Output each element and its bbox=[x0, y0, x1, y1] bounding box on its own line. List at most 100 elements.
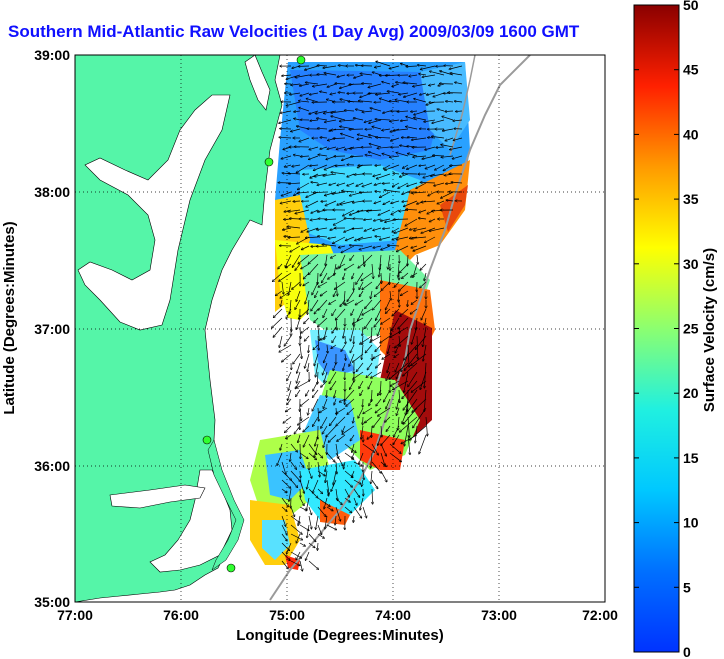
velocity-vector bbox=[384, 190, 400, 193]
velocity-vector bbox=[303, 281, 310, 286]
velocity-vector bbox=[332, 308, 337, 316]
velocity-vector bbox=[288, 237, 301, 238]
velocity-vector bbox=[374, 200, 382, 203]
velocity-vector bbox=[345, 110, 355, 111]
velocity-vector bbox=[365, 299, 373, 308]
velocity-vector bbox=[380, 98, 391, 103]
velocity-vector bbox=[381, 425, 382, 437]
velocity-vector bbox=[404, 200, 418, 207]
velocity-vector bbox=[314, 443, 319, 457]
velocity-vector bbox=[288, 380, 292, 390]
velocity-vector bbox=[361, 272, 373, 281]
velocity-vector bbox=[286, 407, 292, 412]
velocity-vector bbox=[416, 317, 417, 330]
velocity-vector bbox=[330, 380, 337, 390]
velocity-vector bbox=[331, 172, 346, 175]
velocity-vector bbox=[408, 371, 418, 387]
delaware-bay bbox=[244, 55, 271, 111]
velocity-vector bbox=[284, 335, 292, 346]
velocity-vector bbox=[333, 290, 337, 297]
velocity-vector bbox=[280, 443, 283, 450]
velocity-vector bbox=[423, 326, 427, 347]
x-tick-label: 74:00 bbox=[375, 607, 411, 623]
velocity-vector bbox=[312, 398, 319, 411]
y-tick-label: 37:00 bbox=[34, 321, 70, 337]
velocity-vector bbox=[435, 164, 445, 170]
velocity-vector bbox=[423, 344, 427, 361]
velocity-vector bbox=[362, 506, 367, 518]
velocity-vector bbox=[305, 65, 319, 70]
velocity-vector bbox=[403, 362, 418, 376]
velocity-vector bbox=[360, 497, 364, 510]
plot-frame bbox=[74, 54, 606, 603]
velocity-vector bbox=[392, 317, 400, 330]
velocity-vector bbox=[427, 92, 436, 95]
velocity-vector bbox=[405, 218, 418, 226]
velocity-vector bbox=[303, 434, 310, 447]
velocity-vector bbox=[352, 228, 364, 229]
velocity-vector bbox=[399, 335, 400, 346]
velocity-vector bbox=[310, 165, 319, 166]
velocity-vector bbox=[344, 488, 349, 497]
velocity-vector bbox=[344, 461, 346, 469]
velocity-vector bbox=[350, 434, 355, 441]
velocity-vector bbox=[299, 101, 310, 102]
velocity-vector bbox=[346, 398, 355, 406]
velocity-vector bbox=[394, 425, 400, 437]
velocity-vector bbox=[389, 452, 401, 462]
velocity-vector bbox=[328, 236, 337, 239]
velocity-vector bbox=[376, 308, 382, 320]
velocity-vector bbox=[285, 164, 292, 167]
velocity-vector bbox=[353, 317, 364, 324]
velocity-vector bbox=[414, 227, 427, 231]
velocity-vector bbox=[450, 146, 463, 150]
velocity-vector bbox=[281, 497, 288, 507]
velocity-vector bbox=[394, 219, 409, 220]
velocity-vector bbox=[308, 560, 318, 569]
velocity-vector bbox=[336, 165, 346, 166]
velocity-vector bbox=[402, 201, 409, 202]
velocity-vector bbox=[310, 120, 319, 121]
velocity-vector bbox=[347, 407, 355, 414]
velocity-vector bbox=[323, 65, 337, 68]
y-axis: 39:00 38:00 37:00 36:00 35:00 Latitude (… bbox=[1, 47, 70, 610]
velocity-vector bbox=[336, 308, 346, 320]
velocity-vector bbox=[375, 119, 391, 120]
velocity-vector bbox=[401, 353, 409, 372]
velocity-vector bbox=[403, 83, 418, 85]
velocity-vector bbox=[371, 479, 378, 489]
velocity-vector bbox=[324, 164, 337, 170]
velocity-vector bbox=[300, 92, 310, 96]
velocity-vector bbox=[304, 272, 310, 279]
velocity-vector bbox=[273, 326, 283, 337]
velocity-vector bbox=[318, 128, 328, 129]
velocity-vector bbox=[367, 210, 382, 211]
velocity-vector bbox=[387, 91, 400, 94]
velocity-vector bbox=[411, 380, 427, 392]
velocity-vector bbox=[452, 155, 463, 159]
velocity-vector bbox=[323, 308, 328, 317]
velocity-vector bbox=[353, 461, 362, 466]
colorbar-tick-label: 20 bbox=[683, 385, 699, 401]
velocity-vector bbox=[381, 218, 391, 221]
velocity-vector bbox=[293, 353, 301, 364]
velocity-vector bbox=[308, 542, 315, 548]
velocity-vector bbox=[390, 290, 391, 300]
velocity-vector bbox=[403, 164, 409, 168]
velocity-vector bbox=[397, 398, 400, 409]
velocity-vector bbox=[377, 326, 382, 336]
velocity-vector bbox=[299, 479, 304, 493]
velocity-vector bbox=[325, 254, 328, 266]
velocity-vector bbox=[325, 470, 328, 483]
velocity-vector bbox=[425, 164, 436, 169]
velocity-vector bbox=[455, 82, 463, 85]
velocity-vector bbox=[288, 209, 301, 212]
velocity-vector bbox=[341, 245, 355, 253]
velocity-vector bbox=[420, 182, 436, 183]
velocity-vector bbox=[283, 227, 292, 230]
velocity-vector bbox=[393, 173, 400, 174]
velocity-vector bbox=[308, 515, 312, 529]
velocity-vector bbox=[428, 191, 436, 196]
velocity-vector bbox=[445, 111, 454, 112]
velocity-vector bbox=[408, 154, 418, 157]
